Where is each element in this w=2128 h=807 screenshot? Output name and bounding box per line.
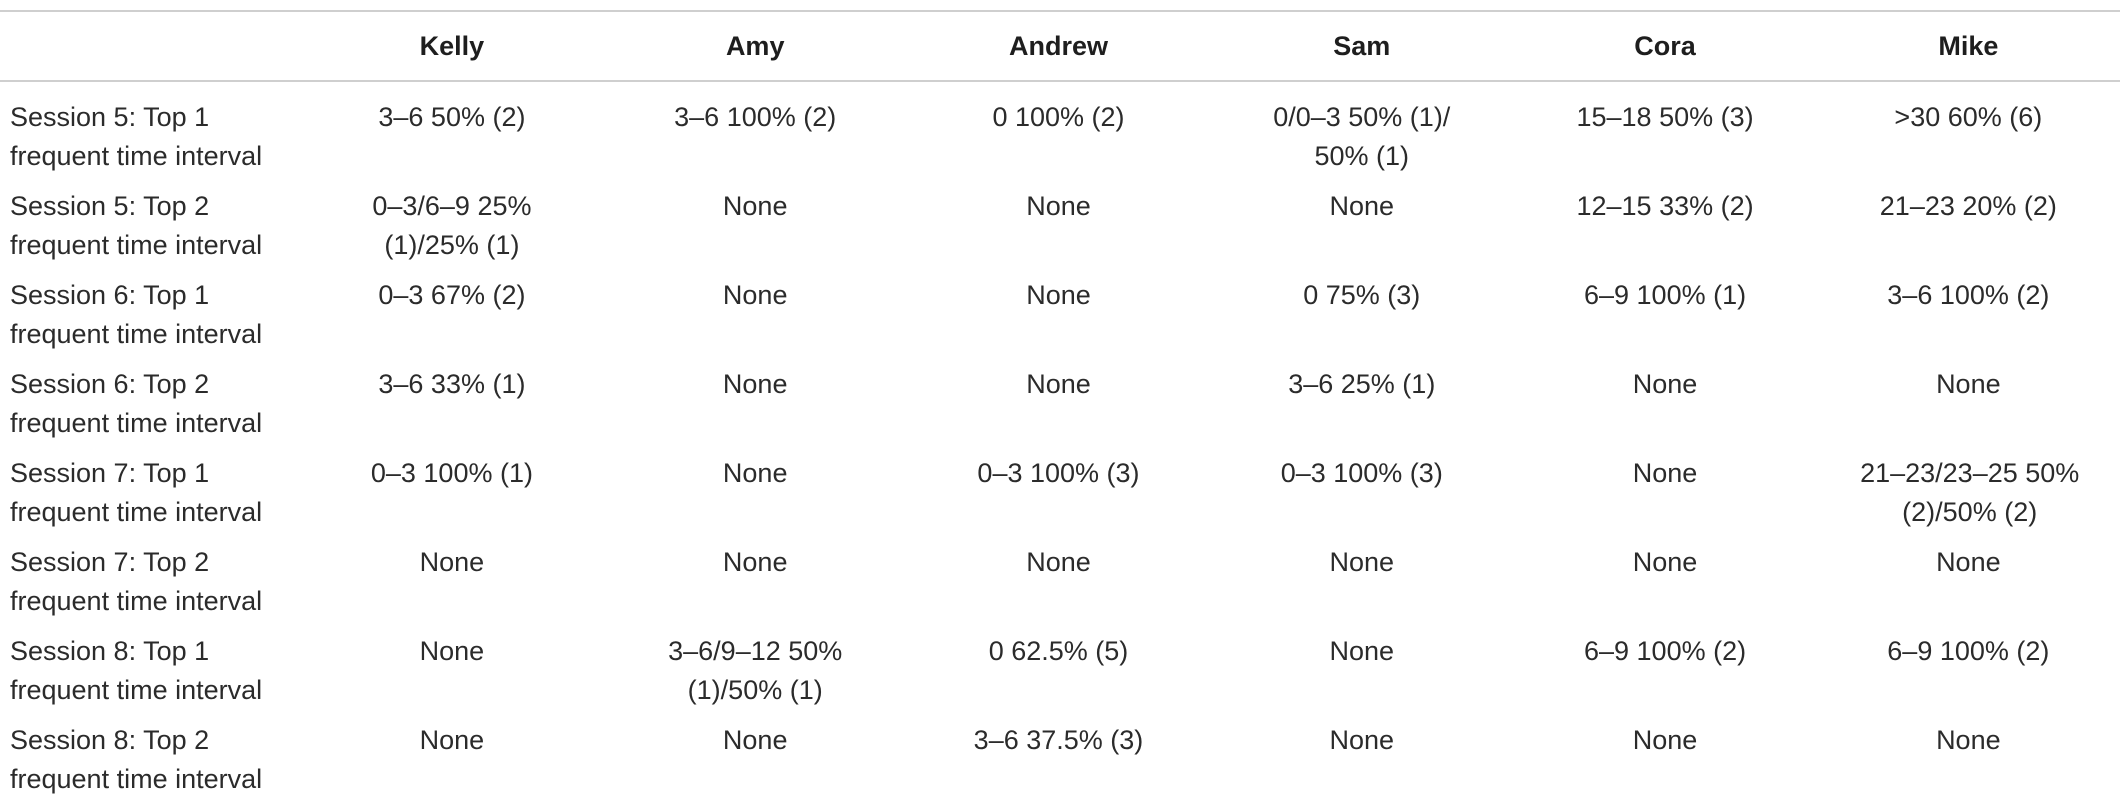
table-cell: None	[1936, 547, 2001, 577]
table-cell: None	[1936, 369, 2001, 399]
table-cell: None	[1632, 458, 1698, 488]
table-body: Session 5: Top 1 frequent time interval …	[0, 81, 2120, 807]
table-row: Session 5: Top 2 frequent time interval …	[0, 184, 2120, 273]
table-cell: None	[722, 191, 788, 221]
header-corner-cell	[0, 11, 300, 81]
cell-text: 3–6/9–12 50% (1)/50% (1)	[668, 636, 843, 705]
table-cell: 0 62.5% (5)	[988, 636, 1129, 666]
column-header-sam: Sam	[1333, 30, 1391, 61]
column-header-cora: Cora	[1634, 30, 1696, 61]
row-label: Session 5: Top 1 frequent time interval	[10, 102, 263, 171]
table-row: Session 6: Top 1 frequent time interval …	[0, 273, 2120, 362]
table-cell: 3–6 37.5% (3)	[973, 725, 1144, 755]
table-cell: None	[1936, 725, 2001, 755]
table-row: Session 7: Top 1 frequent time interval …	[0, 451, 2120, 540]
table-cell: 3–6 25% (1)	[1288, 369, 1436, 399]
table-cell: 6–9 100% (2)	[1583, 636, 1747, 666]
table-cell: 0–3 100% (3)	[977, 458, 1140, 488]
table-cell: None	[722, 547, 788, 577]
table-cell: 21–23 20% (2)	[1879, 191, 2057, 221]
table-row: Session 7: Top 2 frequent time interval …	[0, 540, 2120, 629]
header-row: Kelly Amy Andrew Sam Cora Mike	[0, 11, 2120, 81]
column-header-andrew: Andrew	[1008, 30, 1108, 61]
cell-text: 21–23/23–25 50% (2)/50% (2)	[1860, 458, 2080, 527]
table-cell: 0/0–3 50% (1)/ 50% (1)	[1210, 81, 1513, 184]
table-cell: 3–6/9–12 50% (1)/50% (1)	[604, 629, 907, 718]
row-label: Session 7: Top 1 frequent time interval	[10, 458, 263, 527]
table-row: Session 5: Top 1 frequent time interval …	[0, 81, 2120, 184]
column-header-mike: Mike	[1938, 30, 1999, 61]
table-cell: None	[1329, 636, 1395, 666]
table-cell: 0–3 67% (2)	[378, 280, 526, 310]
table-cell: None	[1329, 191, 1395, 221]
table-cell: None	[419, 547, 485, 577]
column-header-amy: Amy	[725, 30, 785, 61]
table-cell: None	[722, 280, 788, 310]
table-cell: None	[1329, 725, 1395, 755]
table-row: Session 6: Top 2 frequent time interval …	[0, 362, 2120, 451]
table-cell: 3–6 33% (1)	[378, 369, 526, 399]
table-cell: 0 100% (2)	[992, 102, 1125, 132]
table-cell: >30 60% (6)	[1894, 102, 2043, 132]
table-cell: 3–6 100% (2)	[674, 102, 837, 132]
table-cell: None	[722, 725, 788, 755]
row-label: Session 6: Top 1 frequent time interval	[10, 280, 263, 349]
table-cell: None	[1632, 547, 1698, 577]
table-cell: None	[419, 636, 485, 666]
table-cell: 12–15 33% (2)	[1576, 191, 1754, 221]
table-row: Session 8: Top 1 frequent time interval …	[0, 629, 2120, 718]
table-cell: None	[722, 458, 788, 488]
table-cell: None	[1026, 369, 1091, 399]
row-label: Session 8: Top 1 frequent time interval	[10, 636, 263, 705]
row-label: Session 5: Top 2 frequent time interval	[10, 191, 263, 260]
table-container: Kelly Amy Andrew Sam Cora Mike Session 5…	[0, 11, 2120, 794]
table-header: Kelly Amy Andrew Sam Cora Mike	[0, 11, 2120, 81]
table-cell: 0–3/6–9 25% (1)/25% (1)	[300, 184, 603, 273]
table-cell: 0–3 100% (3)	[1280, 458, 1443, 488]
table-cell: None	[419, 725, 485, 755]
frequent-time-interval-table: Kelly Amy Andrew Sam Cora Mike Session 5…	[0, 10, 2120, 807]
table-cell: None	[1632, 369, 1698, 399]
table-row: Session 8: Top 2 frequent time interval …	[0, 718, 2120, 807]
table-cell: 6–9 100% (2)	[1887, 636, 2050, 666]
cell-text: 0–3/6–9 25% (1)/25% (1)	[372, 191, 532, 260]
table-cell: 3–6 100% (2)	[1887, 280, 2050, 310]
table-cell: 21–23/23–25 50% (2)/50% (2)	[1817, 451, 2120, 540]
cell-text: 0/0–3 50% (1)/ 50% (1)	[1273, 102, 1451, 171]
table-cell: 6–9 100% (1)	[1583, 280, 1747, 310]
table-cell: 15–18 50% (3)	[1576, 102, 1754, 132]
column-header-kelly: Kelly	[419, 30, 485, 61]
table-cell: None	[1026, 547, 1091, 577]
table-cell: None	[1026, 191, 1091, 221]
table-cell: None	[722, 369, 788, 399]
row-label: Session 8: Top 2 frequent time interval	[10, 725, 263, 794]
table-cell: None	[1329, 547, 1395, 577]
table-cell: None	[1632, 725, 1698, 755]
table-cell: 3–6 50% (2)	[378, 102, 526, 132]
table-cell: 0 75% (3)	[1303, 280, 1421, 310]
table-cell: 0–3 100% (1)	[370, 458, 533, 488]
table-cell: None	[1026, 280, 1091, 310]
row-label: Session 6: Top 2 frequent time interval	[10, 369, 263, 438]
row-label: Session 7: Top 2 frequent time interval	[10, 547, 263, 616]
